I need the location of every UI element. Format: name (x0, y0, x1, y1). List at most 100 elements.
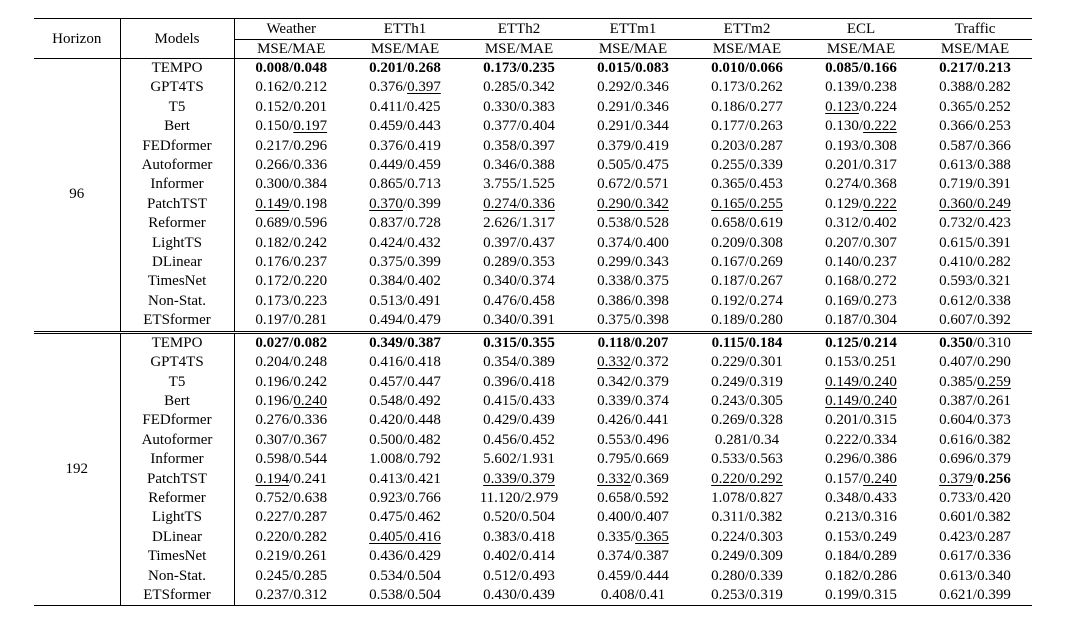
model-name-cell: TEMPO (120, 58, 235, 79)
metric-value: 0.149 (255, 195, 290, 212)
metric-cell: 0.733/0.420 (918, 489, 1032, 508)
metric-cell: 2.626/1.317 (462, 214, 576, 233)
metric-cell: 0.193/0.308 (804, 137, 918, 156)
metric-cell: 0.008/0.048 (234, 59, 348, 79)
table-row: 96 TEMPO 0.008/0.048 0.201/0.268 0.173/0.235… (34, 58, 1032, 333)
metric-cell: 0.413/0.421 (348, 470, 462, 489)
metric-cell: 0.296/0.386 (804, 450, 918, 469)
metric-value: 0.240 (293, 392, 328, 409)
metric-cell: 0.015/0.083 (576, 59, 690, 79)
metric-value: 0.601/0.382 (939, 509, 1011, 526)
dataset-header: ETTh1 (348, 18, 462, 40)
metric-cell: 0.274/0.368 (804, 175, 918, 194)
metric-value: 0.237/0.312 (255, 586, 328, 603)
table-row: TimesNet 0.172/0.220 0.384/0.402 0.340/0.37… (34, 272, 1032, 292)
metric-cell: 0.173/0.235 (462, 59, 576, 79)
metric-value: 0.249/0.319 (711, 373, 783, 390)
metric-value: 0.307/0.367 (255, 431, 328, 448)
metric-value: 0.197/0.281 (255, 312, 328, 329)
metric-cell: 0.204/0.248 (234, 353, 348, 372)
model-name-cell: DLinear (120, 253, 235, 273)
metric-value: /0.399 (402, 195, 441, 212)
metric-cell: 0.348/0.433 (804, 489, 918, 508)
metric-cell: 0.420/0.448 (348, 411, 462, 430)
metric-value: 0.408/0.41 (600, 586, 666, 603)
metric-value: 0.548/0.492 (369, 392, 441, 409)
metric-value: 0.430/0.439 (483, 586, 555, 603)
metric-value: 0.520/0.504 (483, 509, 555, 526)
metric-value: 1.008/0.792 (369, 451, 441, 468)
metric-value: 0.196/0.242 (255, 373, 328, 390)
metric-value: 0.274/0.336 (483, 195, 555, 212)
horizon-group: 192 TEMPO 0.027/0.082 0.349/0.387 0.315/0.35… (34, 332, 1032, 606)
metric-value: 0.837/0.728 (369, 215, 441, 232)
metric-value: 0.615/0.391 (939, 234, 1011, 251)
metric-cell: 0.085/0.166 (804, 59, 918, 79)
metric-value: 0.795/0.669 (597, 451, 669, 468)
metric-cell: 0.176/0.237 (234, 253, 348, 272)
metric-value: 0.187/0.267 (711, 273, 783, 290)
metric-cell: 0.157/0.240 (804, 470, 918, 489)
table-row: Autoformer 0.307/0.367 0.500/0.482 0.456/0.… (34, 430, 1032, 451)
metric-cell: 0.332/0.372 (576, 353, 690, 372)
metric-cell: 0.342/0.379 (576, 373, 690, 392)
metric-value: 0.616/0.382 (939, 431, 1011, 448)
table-row: FEDformer 0.217/0.296 0.376/0.419 0.358/0.3… (34, 136, 1032, 157)
metric-cell: 0.222/0.334 (804, 431, 918, 450)
metric-value: 0.217/0.213 (939, 60, 1011, 76)
metric-value: 0.397/0.437 (483, 234, 555, 251)
metric-value: 0.865/0.713 (369, 176, 441, 193)
metric-cell: 0.280/0.339 (690, 567, 804, 586)
metric-value: 0.199/0.315 (825, 586, 897, 603)
metric-cell: 0.237/0.312 (234, 586, 348, 606)
metric-value: 0.315/0.355 (483, 334, 555, 351)
metric-cell: 0.607/0.392 (918, 311, 1032, 332)
metric-cell: 0.201/0.317 (804, 156, 918, 175)
metric-value: 0.402/0.414 (483, 548, 555, 565)
metric-value: 0.182/0.286 (825, 567, 897, 584)
metric-cell: 0.339/0.379 (462, 470, 576, 489)
metric-value: 0.613/0.340 (939, 567, 1011, 584)
model-name-cell: FEDformer (120, 136, 235, 157)
metric-cell: 0.459/0.444 (576, 567, 690, 586)
metric-cell: 0.358/0.397 (462, 137, 576, 156)
metric-cell: 0.360/0.249 (918, 195, 1032, 214)
metric-cell: 0.366/0.253 (918, 117, 1032, 136)
metric-cell: 0.199/0.315 (804, 586, 918, 606)
metric-cell: 0.386/0.398 (576, 292, 690, 311)
metric-value: 0.332 (597, 470, 631, 487)
metric-value: 0.259 (977, 373, 1011, 390)
metric-cell: 0.152/0.201 (234, 98, 348, 117)
model-name-cell: LightTS (120, 233, 235, 254)
metric-cell: 0.115/0.184 (690, 332, 804, 353)
metric-cell: 0.613/0.388 (918, 156, 1032, 175)
metric-value: 0.207/0.307 (825, 234, 897, 251)
metric-value: 0.379/0.419 (597, 137, 669, 154)
metric-value: 0.384/0.402 (369, 273, 441, 290)
metric-value: 0.348/0.433 (825, 489, 897, 506)
metric-cell: 0.196/0.240 (234, 392, 348, 411)
metric-cell: 0.520/0.504 (462, 508, 576, 527)
metric-cell: 0.405/0.416 (348, 528, 462, 547)
table-row: Bert 0.150/0.197 0.459/0.443 0.377/0.404 0.2… (34, 117, 1032, 137)
metric-cell: 0.538/0.528 (576, 214, 690, 233)
model-name-cell: GPT4TS (120, 353, 235, 373)
metric-cell: 0.374/0.387 (576, 547, 690, 566)
metric-cell: 0.289/0.353 (462, 253, 576, 272)
metric-value: 0.752/0.638 (255, 489, 328, 506)
model-name-cell: TimesNet (120, 272, 235, 292)
metric-cell: 0.696/0.379 (918, 450, 1032, 469)
table-row: PatchTST 0.149/0.198 0.370/0.399 0.274/0.33… (34, 194, 1032, 215)
metric-cell: 0.220/0.292 (690, 470, 804, 489)
metric-value: 0.505/0.475 (597, 157, 669, 174)
metric-value: 0.335/ (597, 528, 636, 545)
metric-cell: 0.732/0.423 (918, 214, 1032, 233)
metric-value: 0.587/0.366 (939, 137, 1011, 154)
model-name-cell: Non-Stat. (120, 291, 235, 312)
metric-cell: 0.365/0.252 (918, 98, 1032, 117)
metric-value: /0.369 (630, 470, 669, 487)
model-name-cell: Autoformer (120, 430, 235, 451)
metric-cell: 0.203/0.287 (690, 137, 804, 156)
metric-cell: 0.601/0.382 (918, 508, 1032, 527)
metric-cell: 0.430/0.439 (462, 586, 576, 606)
